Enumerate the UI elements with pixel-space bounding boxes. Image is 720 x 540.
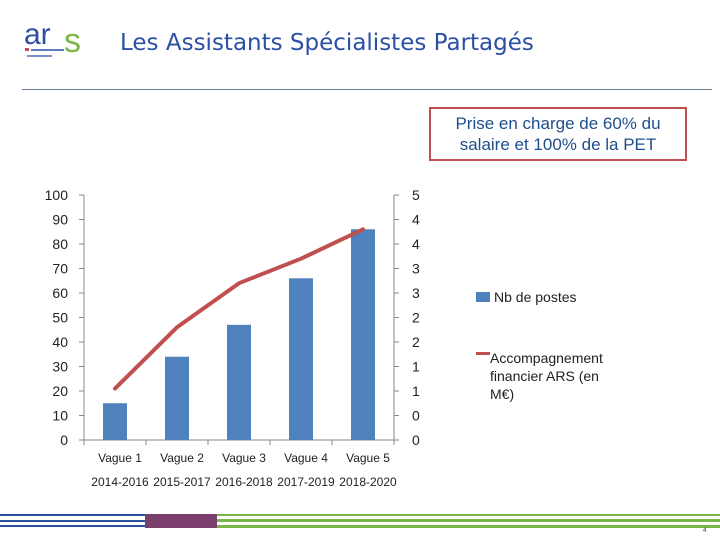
category-period-label: 2015-2017 xyxy=(153,475,211,489)
svg-text:s: s xyxy=(64,22,81,60)
category-period-label: 2016-2018 xyxy=(215,475,273,489)
right-tick-label: 0.5 xyxy=(412,408,420,424)
header-divider xyxy=(22,89,712,90)
left-tick-label: 10 xyxy=(52,408,68,424)
right-tick-label: 0 xyxy=(412,432,420,448)
bar-4 xyxy=(289,278,313,440)
right-tick-label: 3 xyxy=(412,285,420,301)
left-tick-label: 40 xyxy=(52,334,68,350)
left-tick-label: 80 xyxy=(52,236,68,252)
callout-line-2: salaire et 100% de la PET xyxy=(459,135,657,154)
legend-line-swatch xyxy=(476,352,490,355)
combo-chart: 0 10 20 30 40 50 60 70 80 90 100 0 0.5 1 1.5 2 2.5 3 3.5 4 4… xyxy=(0,175,432,500)
page-title: Les Assistants Spécialistes Partagés xyxy=(120,30,534,56)
funding-line xyxy=(113,227,365,391)
legend-bar-swatch xyxy=(476,292,490,302)
category-label: Vague 4 xyxy=(284,451,328,465)
category-label: Vague 1 xyxy=(98,451,142,465)
left-tick-label: 50 xyxy=(52,310,68,326)
ars-logo: ar s xyxy=(20,18,100,68)
right-tick-label: 4.5 xyxy=(412,212,420,228)
chart-svg: 0 10 20 30 40 50 60 70 80 90 100 0 0.5 1 1.5 2 2.5 3 3.5 4 4… xyxy=(45,187,432,489)
callout-line-1: Prise en charge de 60% du xyxy=(455,114,661,133)
left-tick-label: 20 xyxy=(52,383,68,399)
left-tick-label: 70 xyxy=(52,261,68,277)
bar-3 xyxy=(227,324,251,440)
category-period-label: 2014-2016 xyxy=(91,475,149,489)
legend-line-label-2: financier ARS (en xyxy=(490,368,599,384)
left-tick-label: 100 xyxy=(45,187,69,203)
footer-stripes xyxy=(0,511,720,531)
category-period-label: 2018-2020 xyxy=(339,475,397,489)
right-tick-label: 2 xyxy=(412,334,420,350)
left-tick-label: 60 xyxy=(52,285,68,301)
left-tick-label: 0 xyxy=(60,432,68,448)
category-label: Vague 2 xyxy=(160,451,204,465)
bar-5 xyxy=(351,229,375,440)
right-tick-label: 1 xyxy=(412,383,420,399)
category-label: Vague 3 xyxy=(222,451,266,465)
bar-1 xyxy=(103,403,127,440)
left-tick-label: 90 xyxy=(52,212,68,228)
right-tick-label: 1.5 xyxy=(412,359,420,375)
legend-line-label-3: M€) xyxy=(490,386,515,402)
svg-text:ar: ar xyxy=(24,18,51,51)
bar-2 xyxy=(165,356,189,440)
right-tick-label: 4 xyxy=(412,236,420,252)
right-tick-label: 5 xyxy=(412,187,420,203)
legend-line-label-1: Accompagnement xyxy=(490,350,603,366)
right-tick-label: 2.5 xyxy=(412,310,420,326)
category-label: Vague 5 xyxy=(346,451,390,465)
funding-callout: Prise en charge de 60% du salaire et 100… xyxy=(429,107,687,161)
left-tick-label: 30 xyxy=(52,359,68,375)
right-tick-label: 3.5 xyxy=(412,261,420,277)
legend-bar-label: Nb de postes xyxy=(494,289,577,305)
page-number: 4 xyxy=(703,528,707,534)
category-period-label: 2017-2019 xyxy=(277,475,335,489)
